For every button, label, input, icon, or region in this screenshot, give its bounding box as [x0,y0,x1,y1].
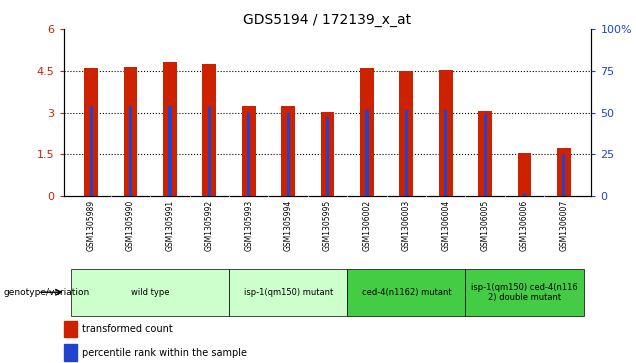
Text: GSM1305991: GSM1305991 [165,200,174,251]
Bar [466,269,584,316]
Bar [444,110,447,196]
Bar [281,106,295,196]
Bar [347,269,466,316]
Text: GSM1306005: GSM1306005 [481,200,490,251]
Title: GDS5194 / 172139_x_at: GDS5194 / 172139_x_at [244,13,411,26]
Text: GSM1306002: GSM1306002 [363,200,371,251]
Text: GSM1306004: GSM1306004 [441,200,450,251]
Text: isp-1(qm150) mutant: isp-1(qm150) mutant [244,288,333,297]
Bar [64,321,77,337]
Bar [557,148,570,196]
Text: genotype/variation: genotype/variation [3,288,90,297]
Bar [365,110,368,196]
Bar [202,64,216,196]
Text: GSM1305993: GSM1305993 [244,200,253,251]
Bar [439,70,453,196]
Bar [287,113,290,196]
Bar [208,106,211,196]
Text: percentile rank within the sample: percentile rank within the sample [82,348,247,358]
Bar [85,68,98,196]
Bar [163,62,177,196]
Bar [483,114,487,196]
Text: ced-4(n1162) mutant: ced-4(n1162) mutant [361,288,451,297]
Text: transformed count: transformed count [82,324,173,334]
Bar [360,68,374,196]
Bar [518,153,532,196]
Text: GSM1305992: GSM1305992 [205,200,214,251]
Text: GSM1306006: GSM1306006 [520,200,529,251]
Text: GSM1305994: GSM1305994 [284,200,293,251]
Bar [169,106,172,196]
Text: GSM1306003: GSM1306003 [402,200,411,251]
Bar [321,112,335,196]
Text: GSM1306007: GSM1306007 [560,200,569,251]
Bar [229,269,347,316]
Bar [129,106,132,196]
Bar [523,193,526,196]
Text: isp-1(qm150) ced-4(n116
2) double mutant: isp-1(qm150) ced-4(n116 2) double mutant [471,282,578,302]
Text: GSM1305990: GSM1305990 [126,200,135,251]
Bar [326,117,329,196]
Bar [90,106,93,196]
Bar [399,71,413,196]
Text: GSM1305995: GSM1305995 [323,200,332,251]
Bar [478,111,492,196]
Bar [242,106,256,196]
Bar [123,67,137,196]
Bar [64,344,77,361]
Bar [404,110,408,196]
Bar [247,113,251,196]
Text: GSM1305989: GSM1305989 [86,200,95,251]
Bar [71,269,229,316]
Text: wild type: wild type [131,288,170,297]
Bar [562,154,565,196]
